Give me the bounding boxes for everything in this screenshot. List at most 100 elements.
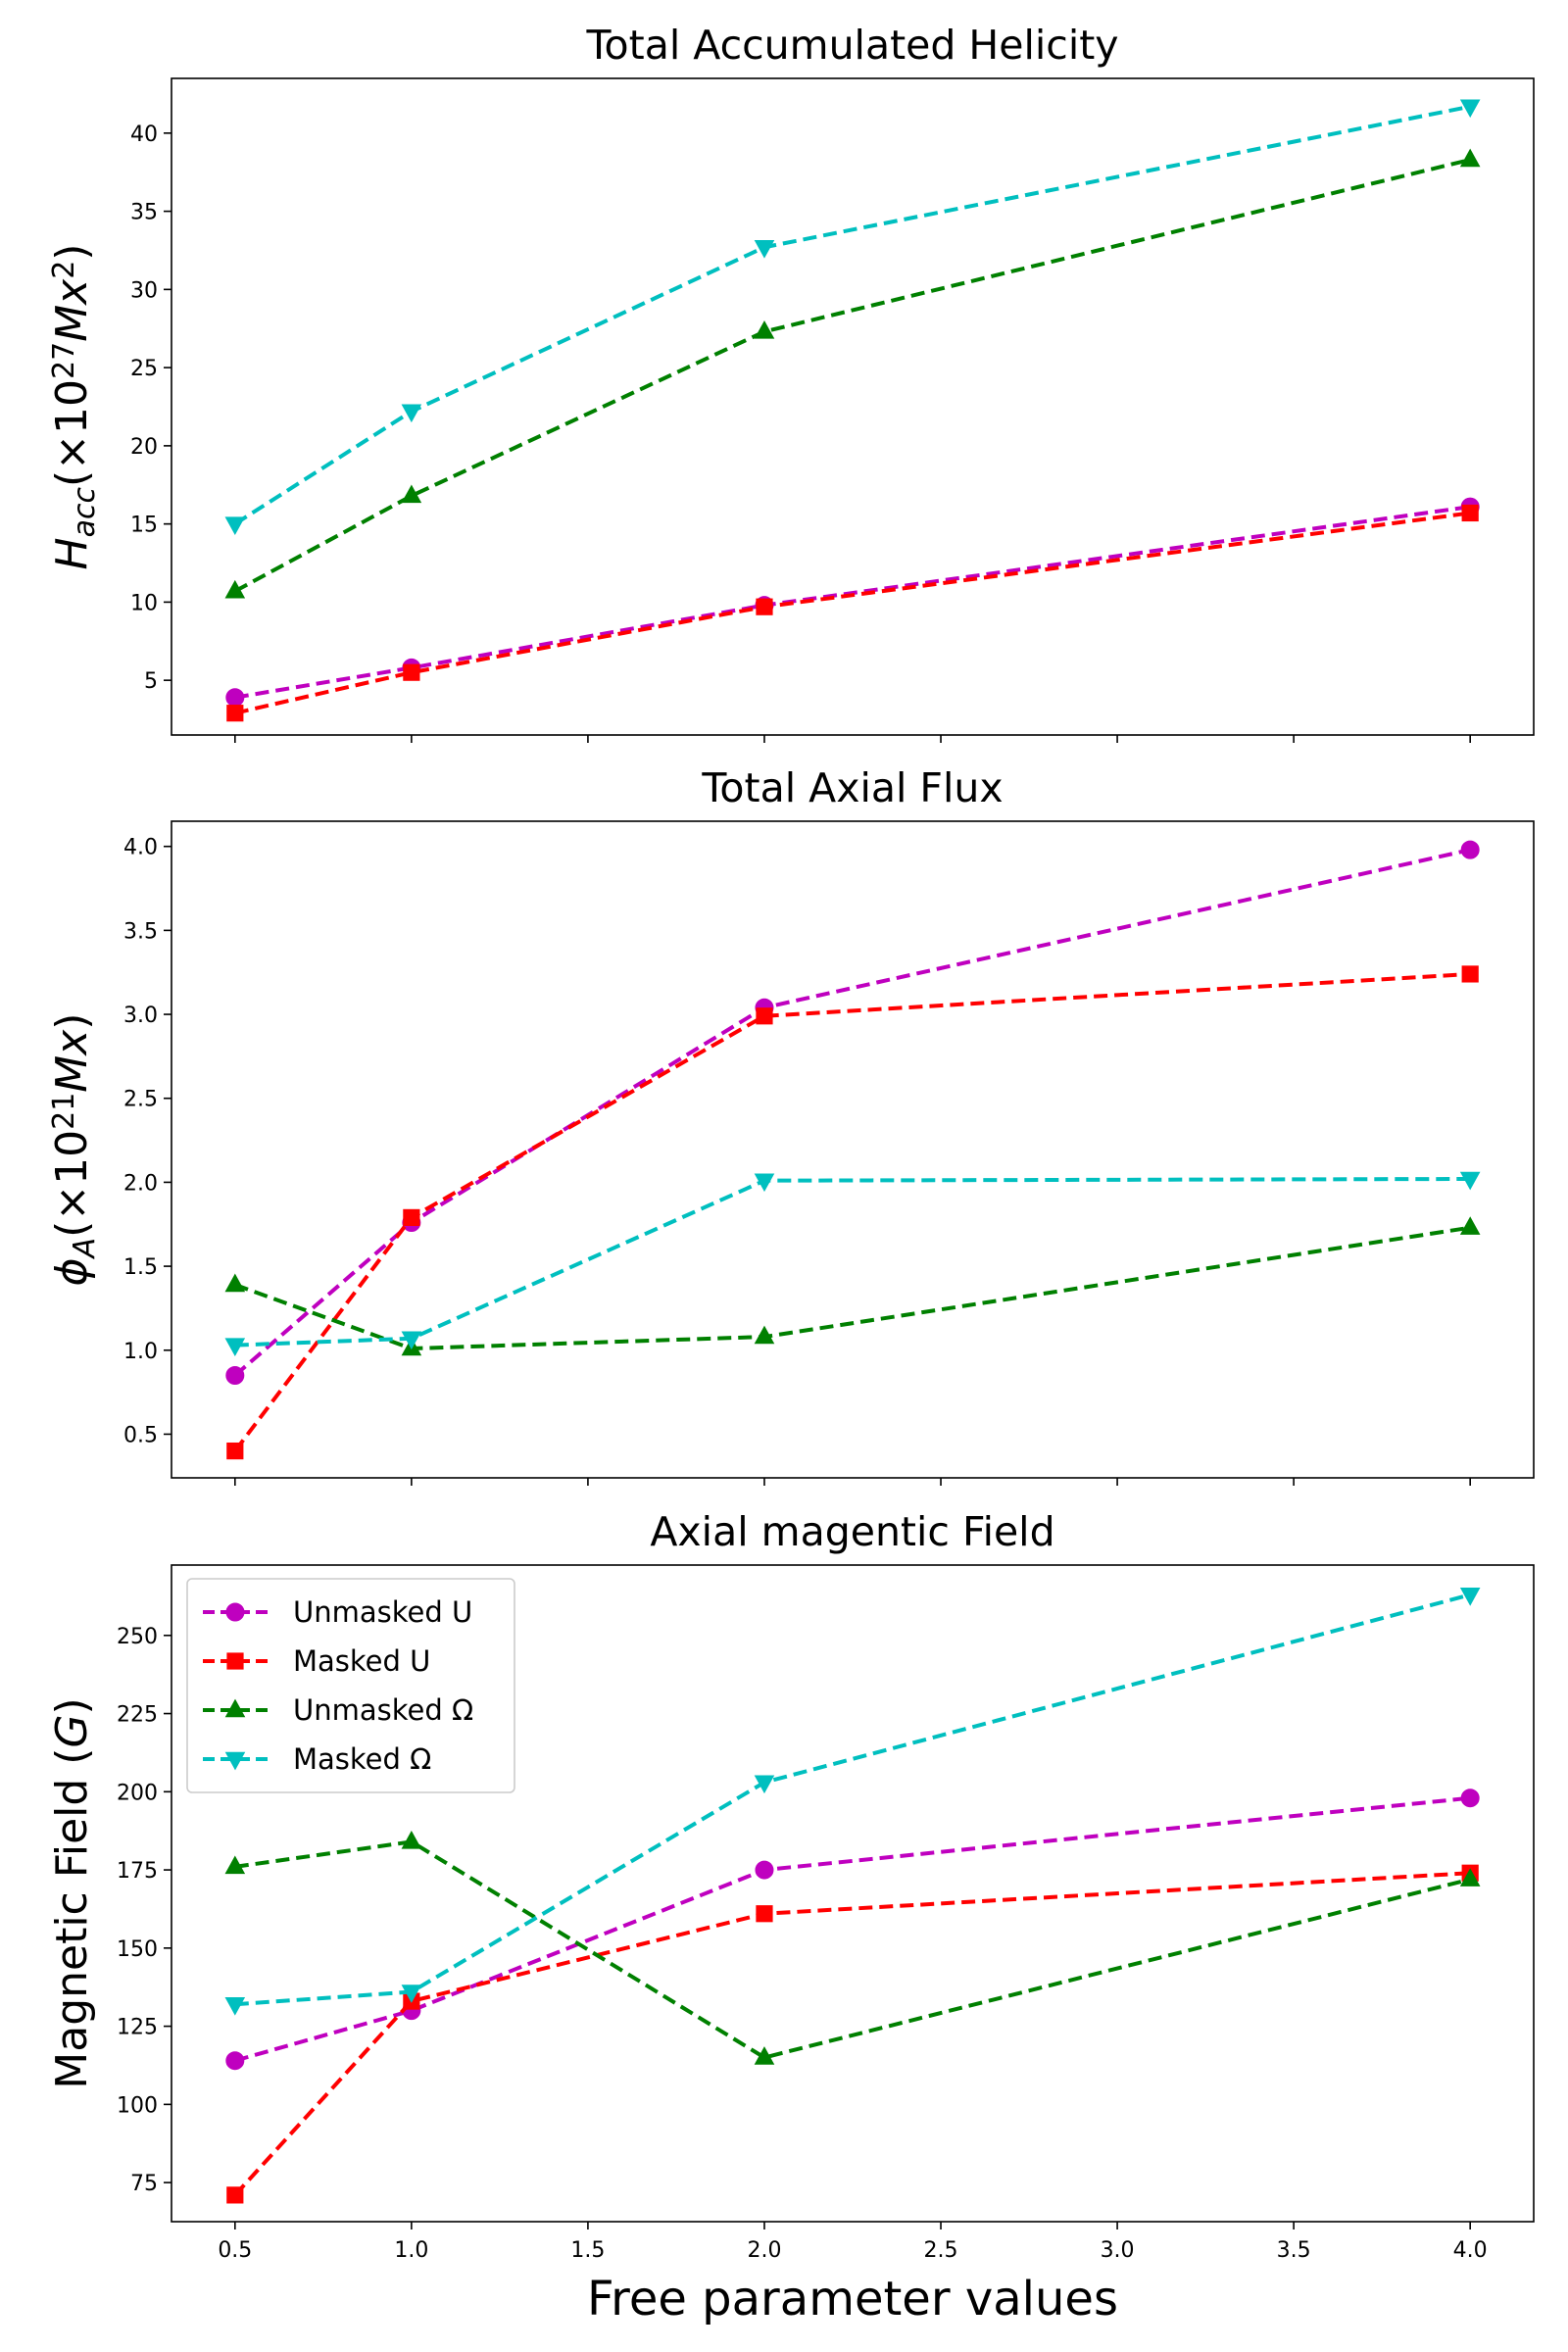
x-tick-label: 3.0 (1101, 2238, 1135, 2263)
x-tick-label: 4.0 (1453, 2238, 1488, 2263)
data-point (401, 1331, 422, 1350)
data-point (754, 240, 775, 259)
data-point (225, 2051, 245, 2071)
legend-marker (224, 1698, 246, 1718)
x-tick-label: 3.5 (1277, 2238, 1311, 2263)
y-tick-label: 40 (130, 122, 158, 147)
chart-title: Total Axial Flux (701, 764, 1003, 811)
legend-label: Unmasked Ω (293, 1693, 473, 1727)
legend-marker (226, 1652, 244, 1670)
data-point (1459, 99, 1481, 119)
y-tick-label: 75 (130, 2172, 158, 2196)
y-tick-label: 25 (130, 357, 158, 381)
y-tick-label: 250 (117, 1625, 158, 1649)
y-tick-label: 5 (144, 669, 158, 694)
chart-panel-3: Axial magentic Field Magnetic Field (G) 75… (47, 1508, 1535, 2327)
data-point (755, 1860, 774, 1880)
data-point (401, 1984, 422, 2003)
data-point (401, 1830, 422, 1849)
y-tick-label: 20 (130, 435, 158, 460)
y-tick-label: 2.5 (123, 1088, 158, 1112)
y-axis-label: ϕA(×1021Mx) (47, 1013, 102, 1287)
data-point (1459, 148, 1481, 168)
series-line (233, 848, 1471, 1377)
data-point (226, 2186, 244, 2204)
y-tick-label: 3.0 (123, 1004, 158, 1028)
data-point (403, 1208, 420, 1226)
data-point (756, 1905, 773, 1923)
data-point (401, 484, 422, 504)
y-tick-label: 100 (117, 2093, 158, 2118)
legend-marker (224, 1751, 246, 1771)
y-tick-label: 225 (117, 1703, 158, 1728)
y-tick-label: 125 (117, 2016, 158, 2040)
y-tick-label: 30 (130, 278, 158, 303)
data-point (224, 516, 246, 536)
legend-label: Unmasked U (293, 1595, 472, 1629)
data-point (754, 1325, 775, 1345)
data-point (226, 705, 244, 722)
x-tick-label: 2.0 (747, 2238, 781, 2263)
data-point (756, 598, 773, 615)
chart-panel-1: Total Accumulated Helicity Hacc(×1027Mx2)… (47, 22, 1535, 743)
x-axis-label: Free parameter values (587, 2272, 1118, 2327)
data-point (754, 2046, 775, 2065)
data-point (225, 1365, 245, 1385)
x-tick-label: 2.5 (924, 2238, 958, 2263)
y-axis-label: Magnetic Field (G) (47, 1697, 97, 2088)
y-tick-label: 1.0 (123, 1340, 158, 1364)
data-point (754, 1173, 775, 1193)
data-point (224, 1338, 246, 1357)
y-tick-label: 0.5 (123, 1423, 158, 1447)
series-line (234, 1839, 1471, 2060)
data-point (225, 688, 245, 708)
plot-area (171, 820, 1535, 1479)
chart-panel-2: Total Axial Flux ϕA(×1021Mx) 0.5 1.0 1.5 2.0 2… (47, 764, 1535, 1486)
data-point (226, 1442, 244, 1460)
data-point (224, 1997, 246, 2016)
series-line (233, 104, 1471, 526)
y-tick-label: 3.5 (123, 919, 158, 944)
legend-marker (225, 1602, 245, 1622)
data-point (1461, 965, 1479, 983)
y-tick-label: 35 (130, 201, 158, 225)
series-line (234, 1795, 1471, 2063)
series-line (233, 158, 1471, 593)
y-tick-label: 1.5 (123, 1255, 158, 1280)
x-tick-label: 1.0 (394, 2238, 428, 2263)
legend-label: Masked U (293, 1644, 430, 1678)
plot-area (171, 1564, 1535, 2223)
data-point (754, 1775, 775, 1794)
series-line (234, 1225, 1471, 1351)
data-point (1460, 840, 1480, 859)
y-tick-label: 150 (117, 1937, 158, 1962)
data-point (1459, 1216, 1481, 1235)
data-point (401, 404, 422, 423)
y-tick-label: 4.0 (123, 836, 158, 860)
series-line (234, 511, 1471, 715)
y-tick-label: 15 (130, 514, 158, 538)
y-tick-label: 2.0 (123, 1171, 158, 1196)
y-tick-label: 200 (117, 1781, 158, 1805)
data-point (1461, 504, 1479, 522)
data-point (403, 663, 420, 681)
series-line (234, 1176, 1471, 1348)
y-tick-label: 10 (130, 591, 158, 615)
chart-title: Total Accumulated Helicity (585, 22, 1118, 69)
data-point (224, 1273, 246, 1293)
y-axis-label: Hacc(×1027Mx2) (47, 244, 102, 570)
data-point (224, 1855, 246, 1875)
data-point (1459, 1868, 1481, 1886)
data-point (1459, 1588, 1481, 1606)
data-point (224, 579, 246, 599)
chart-title: Axial magentic Field (650, 1508, 1054, 1555)
y-tick-label: 175 (117, 1859, 158, 1884)
data-point (756, 1007, 773, 1025)
legend-label: Masked Ω (293, 1742, 431, 1776)
series-line (234, 505, 1471, 700)
series-line (234, 1592, 1471, 2007)
series-line (233, 971, 1471, 1452)
series-line (233, 1871, 1471, 2197)
x-tick-label: 1.5 (570, 2238, 605, 2263)
